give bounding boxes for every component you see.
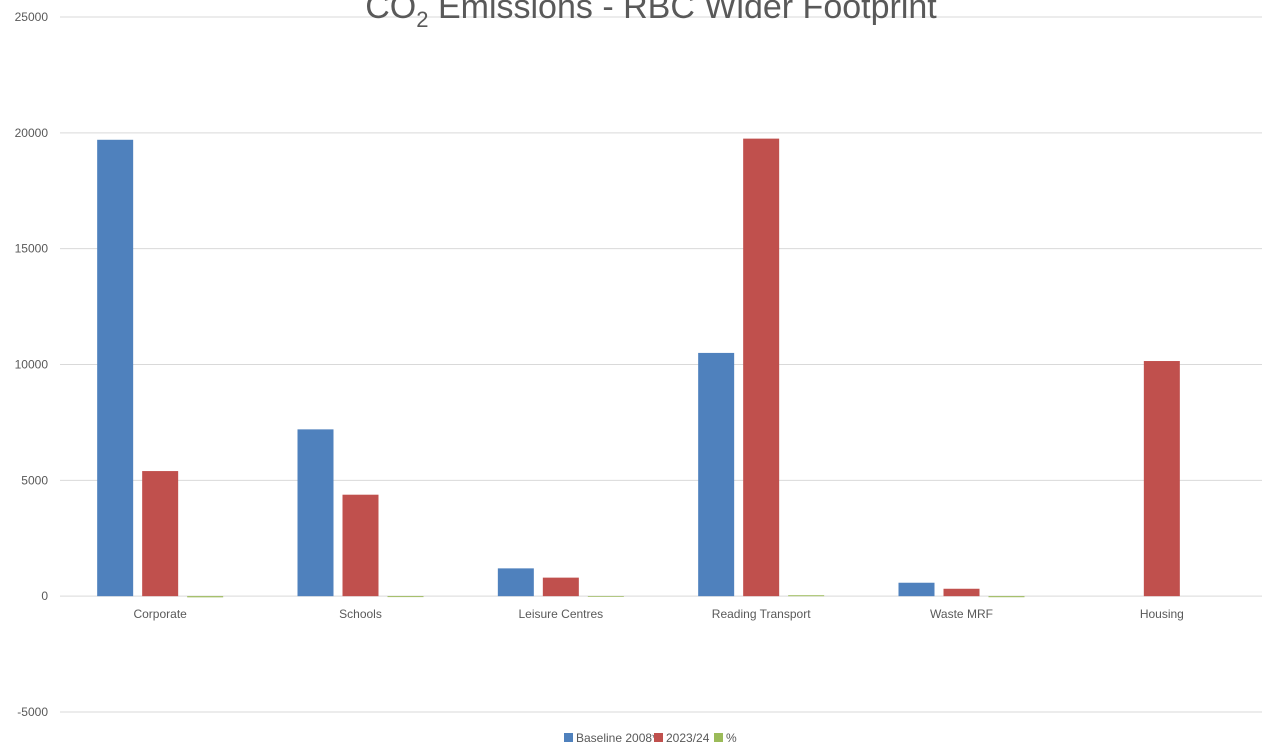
bar — [297, 429, 334, 597]
bar — [497, 568, 534, 597]
x-category-label: Schools — [339, 607, 382, 621]
bar — [898, 582, 935, 597]
legend-label: 2023/24 — [666, 731, 710, 745]
bar — [387, 596, 424, 598]
x-category-label: Leisure Centres — [518, 607, 603, 621]
chart-title: CO2 Emissions - RBC Wider Footprint — [365, 0, 937, 32]
x-category-label: Reading Transport — [712, 607, 811, 621]
y-tick-label: 15000 — [15, 242, 49, 256]
y-tick-label: 0 — [41, 589, 48, 603]
legend-swatch — [654, 733, 663, 742]
legend-swatch — [714, 733, 723, 742]
legend-label: Baseline 2008* — [576, 731, 657, 745]
x-axis-category-labels: Corporate Schools Leisure Centres Reading T… — [133, 607, 1183, 621]
bar — [698, 352, 735, 597]
bar — [587, 596, 624, 597]
bar — [1143, 361, 1180, 597]
bar — [342, 494, 379, 597]
legend: Baseline 2008* 2023/24% — [564, 731, 737, 745]
legend-label: % — [726, 731, 737, 745]
bar — [542, 577, 579, 597]
bar — [988, 596, 1025, 598]
x-category-label: Waste MRF — [930, 607, 993, 621]
bar — [187, 596, 224, 598]
x-category-label: Housing — [1140, 607, 1184, 621]
bar — [788, 595, 825, 597]
y-tick-label: 5000 — [21, 473, 48, 487]
y-tick-label: -5000 — [17, 705, 48, 719]
bar — [943, 588, 980, 597]
x-category-label: Corporate — [133, 607, 187, 621]
bar — [142, 471, 179, 597]
bar — [743, 138, 780, 597]
y-tick-label: 10000 — [15, 358, 49, 372]
bar — [97, 139, 134, 597]
y-tick-label: 25000 — [15, 10, 49, 24]
bars — [97, 138, 1180, 598]
gridlines — [60, 16, 1262, 713]
legend-swatch — [564, 733, 573, 742]
y-tick-label: 20000 — [15, 126, 49, 140]
y-axis-tick-labels: -5000 0 5000 10000 15000 20000 25000 — [15, 10, 49, 719]
